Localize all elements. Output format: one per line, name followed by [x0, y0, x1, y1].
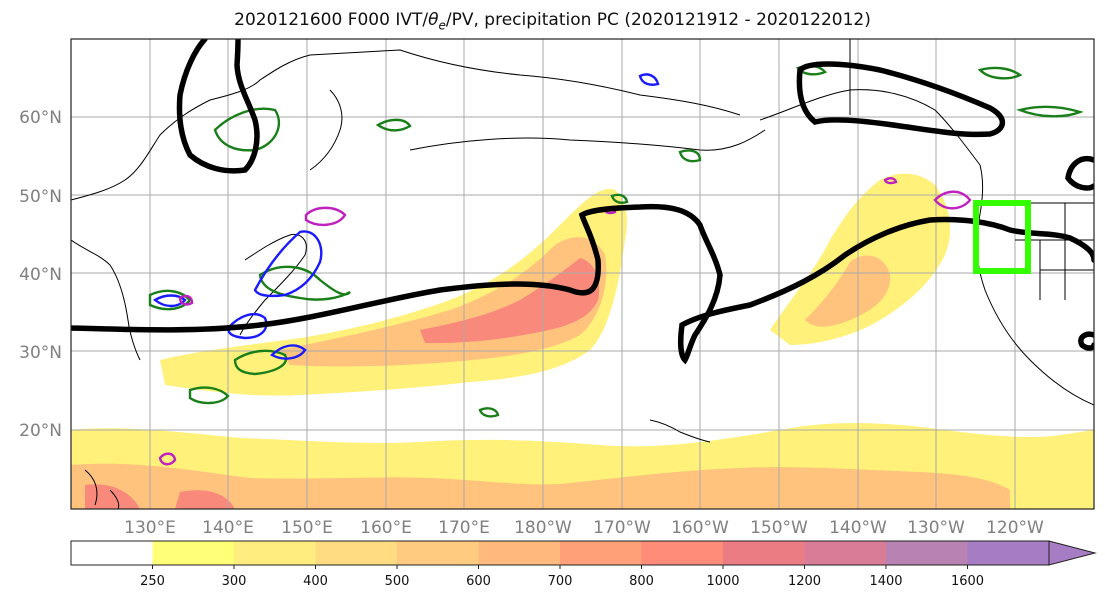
lon-label-130e: 130°E [124, 518, 176, 538]
map-frame [70, 38, 1095, 510]
colorbar-segment [152, 541, 235, 565]
lon-label-120w: 120°W [986, 518, 1044, 538]
philippines [84, 469, 120, 509]
lon-label-170e: 170°E [438, 518, 490, 538]
lat-axis-labels: 20°N 30°N 40°N 50°N 60°N [19, 108, 62, 441]
colorbar-segment [397, 541, 479, 565]
colorbar-segment [804, 541, 887, 565]
lon-label-150w: 150°W [750, 518, 808, 538]
colorbar: 250 300 400 500 600 700 800 1000 1200 1400 1600 [70, 540, 1097, 589]
pv-contours [71, 39, 1094, 365]
title-theta-subscript: e [438, 18, 446, 33]
ivt-fill-layer [71, 173, 1094, 509]
ivt-tropical-mid [71, 463, 1010, 509]
title-suffix: /PV, precipitation PC (2020121912 - 2020… [445, 10, 871, 30]
aleutians [409, 129, 766, 151]
colorbar-segment [560, 541, 642, 565]
lon-label-130w: 130°W [907, 518, 965, 538]
colorbar-tick-label: 400 [303, 574, 328, 589]
title-prefix: 2020121600 F000 IVT/ [234, 10, 429, 30]
colorbar-segment [234, 541, 316, 565]
lon-label-160e: 160°E [360, 518, 412, 538]
colorbar-tick-label: 1600 [951, 574, 984, 589]
lat-label-50: 50°N [19, 187, 62, 207]
graticule [71, 39, 1094, 509]
lon-axis-labels: 130°E 140°E 150°E 160°E 170°E 180°W 170°… [124, 518, 1044, 538]
colorbar-tick-label: 700 [548, 574, 573, 589]
japan-islands [239, 233, 307, 336]
ivt-river-high [420, 258, 600, 344]
target-region-box [973, 200, 1031, 274]
lat-label-20: 20°N [19, 421, 62, 441]
kamchatka [309, 89, 343, 171]
pv-east-small [1078, 331, 1094, 351]
pv-alaska-loop [796, 61, 1006, 138]
title-theta: θ [428, 10, 439, 30]
theta-e-blue-contours [152, 73, 660, 360]
asia-coast-south [71, 239, 141, 361]
colorbar-tick-label: 600 [466, 574, 491, 589]
pv-western-ridge [176, 39, 260, 174]
colorbar-tick-label: 300 [222, 574, 247, 589]
ivt-tropical-high [85, 484, 235, 509]
colorbar-segment [315, 541, 398, 565]
colorbar-segment [641, 541, 724, 565]
colorbar-extend-arrow [1048, 540, 1097, 566]
pv-main-trough [71, 203, 1094, 365]
colorbar-segment [967, 541, 1050, 565]
lat-label-60: 60°N [19, 108, 62, 128]
lon-label-140e: 140°E [202, 518, 254, 538]
colorbar-segment [723, 541, 805, 565]
lon-label-140w: 140°W [829, 518, 887, 538]
lon-label-170w: 170°W [593, 518, 651, 538]
na-west-coast [976, 164, 1094, 406]
colorbar-tick-label: 1000 [706, 574, 739, 589]
lat-label-40: 40°N [19, 265, 62, 285]
hawaii-chain [649, 419, 711, 443]
colorbar-tick-label: 1400 [869, 574, 902, 589]
colorbar-segment [886, 541, 968, 565]
theta-e-magenta-contours [158, 177, 972, 466]
colorbar-tick-label: 1200 [788, 574, 821, 589]
us-state-lines [1015, 203, 1094, 300]
lon-label-180w: 180°W [514, 518, 572, 538]
lon-label-150e: 150°E [281, 518, 333, 538]
lon-label-160w: 160°W [671, 518, 729, 538]
colorbar-segment [478, 541, 561, 565]
colorbar-tick-label: 250 [140, 574, 165, 589]
asia-coast [71, 49, 741, 201]
colorbar-tick-label: 800 [629, 574, 654, 589]
pv-east-loop [1065, 156, 1094, 191]
colorbar-segment [71, 541, 153, 565]
figure-title: 2020121600 F000 IVT/θe/PV, precipitation… [0, 10, 1105, 32]
lat-label-30: 30°N [19, 343, 62, 363]
colorbar-tick-label: 500 [385, 574, 410, 589]
